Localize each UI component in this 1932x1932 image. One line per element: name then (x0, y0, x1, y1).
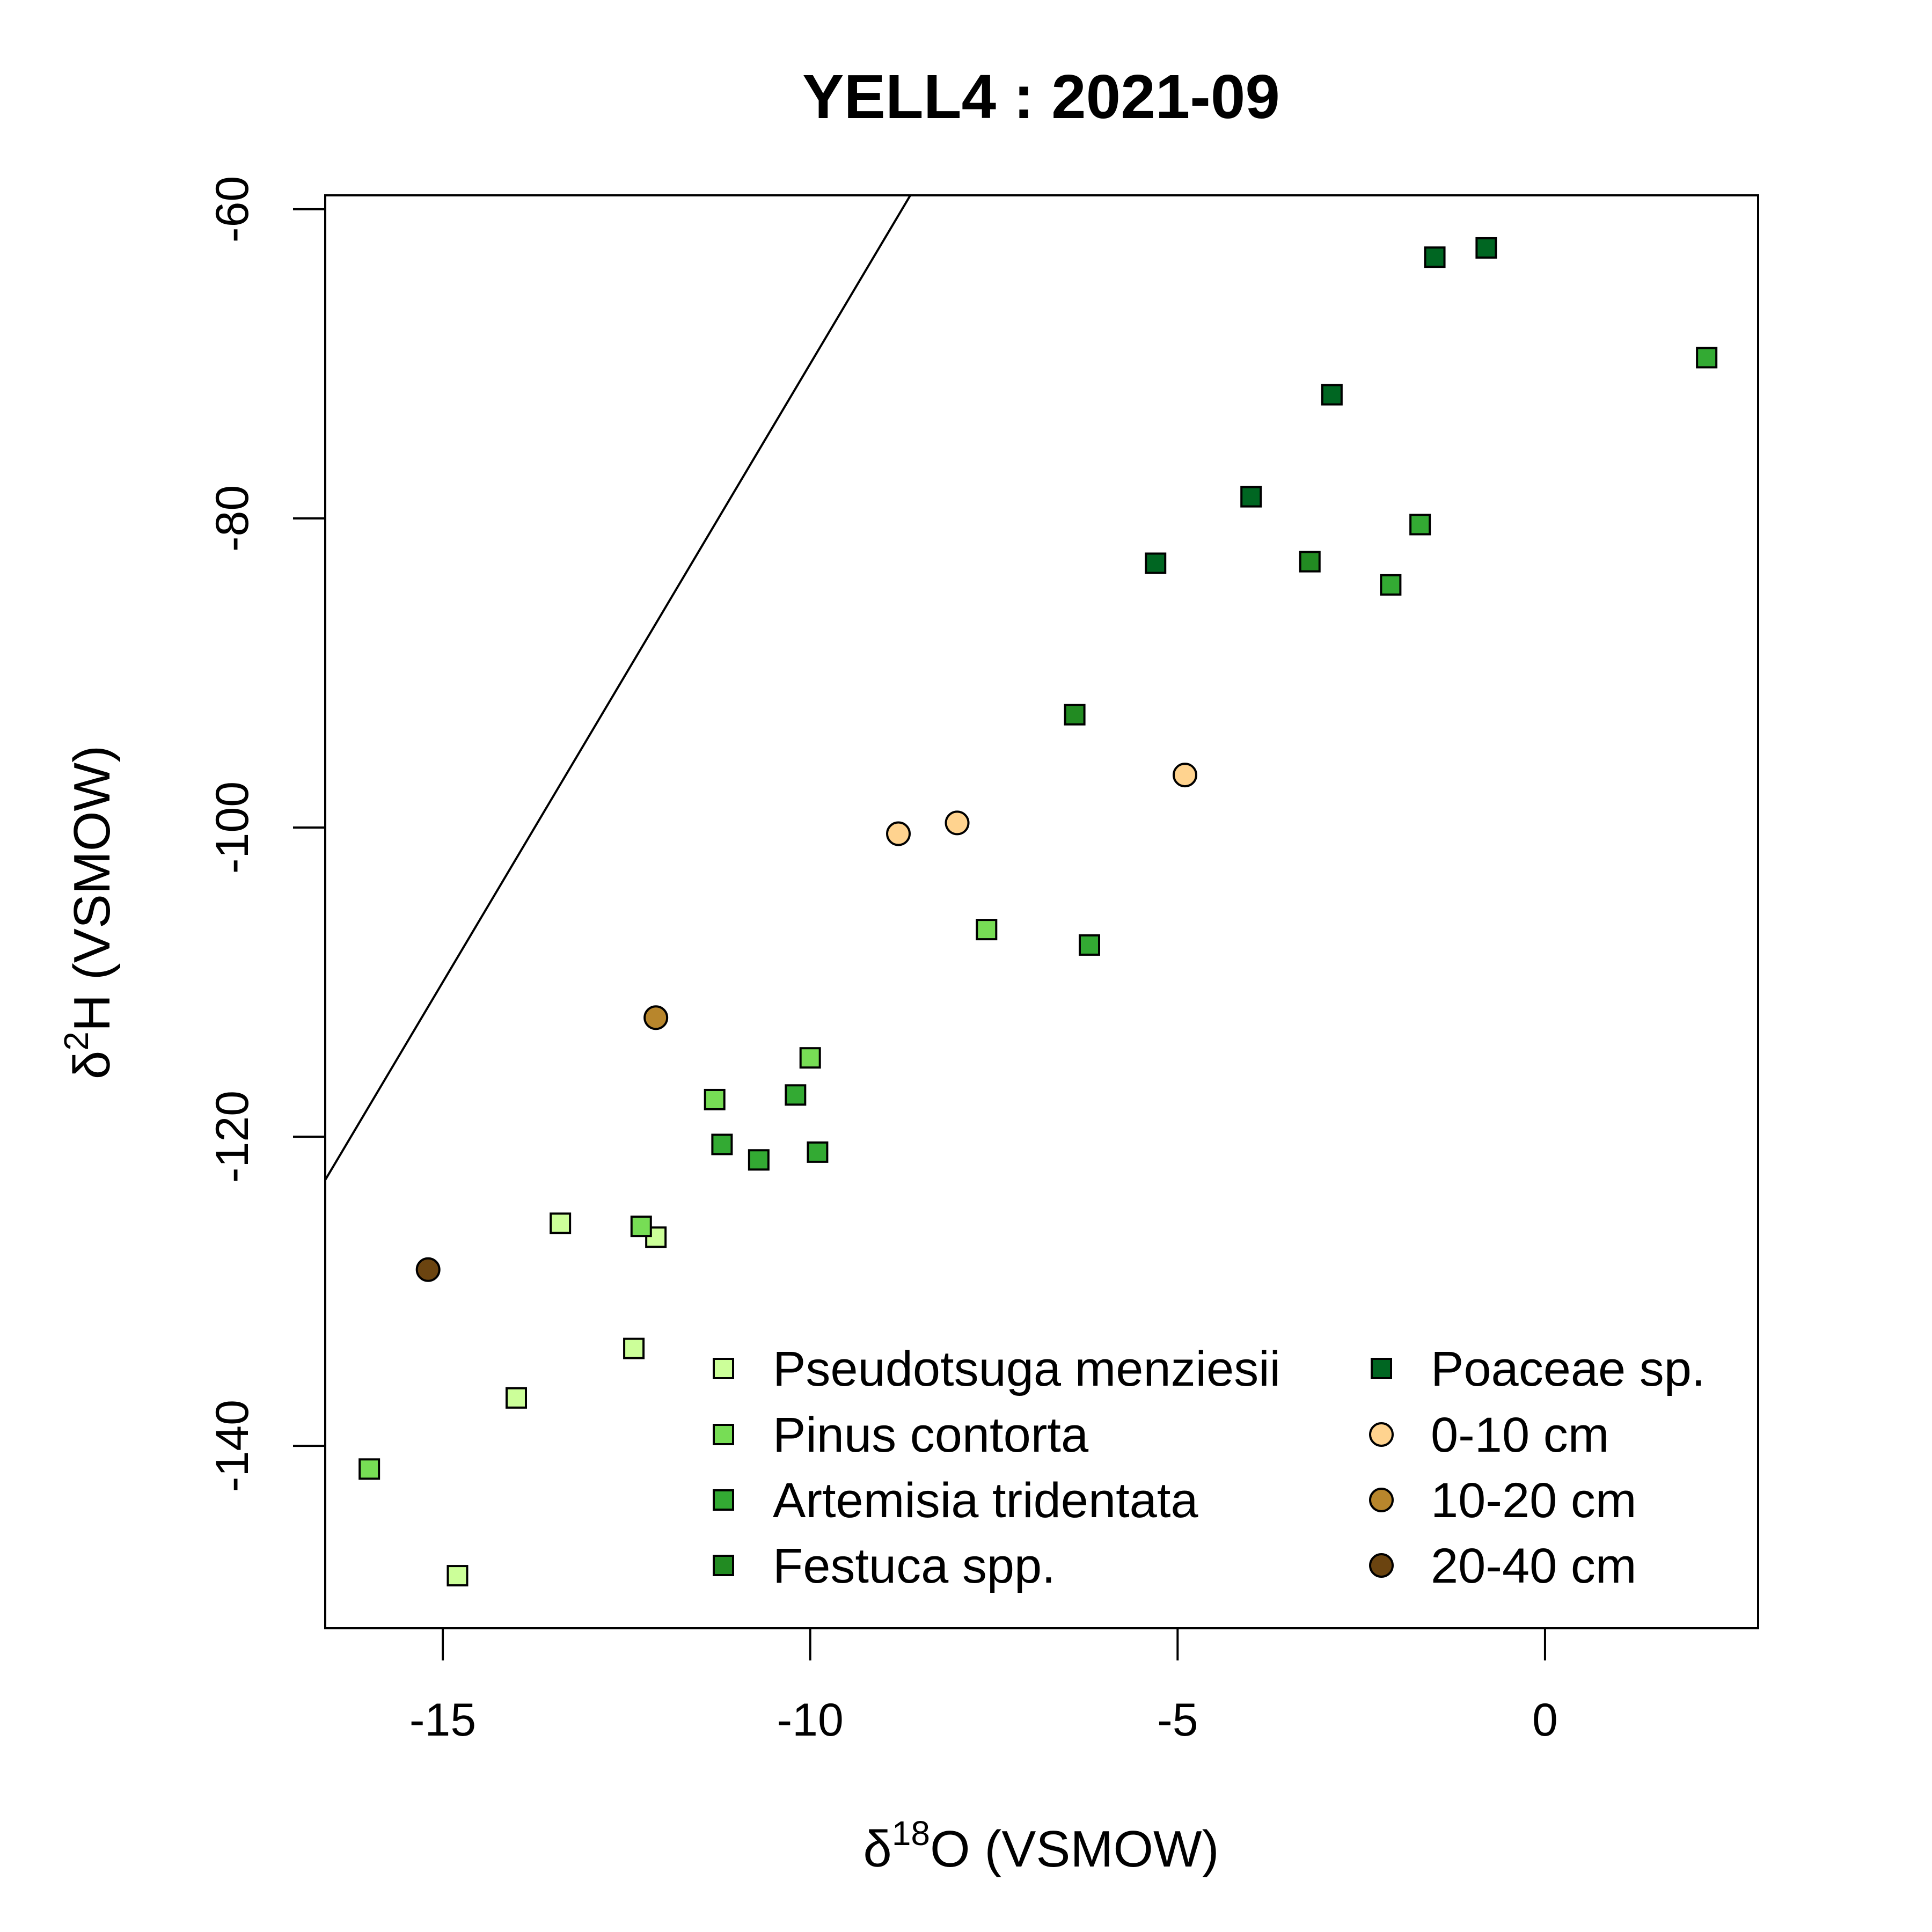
x-axis-title-superscript: 18 (892, 1814, 930, 1853)
legend-entry-pinus-contorta: Pinus contorta (713, 1408, 1089, 1462)
reference-line (325, 195, 912, 1181)
data-point (886, 821, 911, 846)
data-point (799, 1047, 821, 1069)
data-point (748, 1149, 770, 1171)
data-point (1079, 934, 1100, 956)
legend-entry-20-40-cm: 20-40 cm (1369, 1539, 1637, 1593)
legend: Pseudotsuga menziesii Pinus contorta Artem… (713, 1342, 1705, 1593)
data-point (1409, 514, 1431, 536)
data-point (1173, 763, 1197, 788)
legend-entry-festuca-spp: Festuca spp. (713, 1539, 1056, 1593)
data-point (1696, 347, 1718, 369)
y-tick-label: -140 (207, 1400, 258, 1492)
data-point (945, 810, 970, 836)
x-axis-title-symbol: δ (863, 1820, 891, 1878)
data-point (623, 1337, 645, 1359)
data-point (711, 1133, 733, 1155)
y-tick-label: -80 (207, 485, 258, 552)
legend-label: Pinus contorta (773, 1408, 1089, 1462)
data-point (1064, 704, 1086, 726)
x-axis-title: δ18O (VSMOW) (863, 1814, 1219, 1878)
y-tick-label: -100 (207, 781, 258, 874)
y-axis: -60 -80 -100 -120 -140 (207, 176, 326, 1492)
x-tick-label: -5 (1157, 1694, 1198, 1746)
x-tick-label: -10 (777, 1694, 844, 1746)
data-point (630, 1216, 652, 1238)
y-axis-title-symbol: δ (63, 1051, 121, 1079)
y-tick-label: -60 (207, 176, 258, 243)
series-festuca-spp (1064, 551, 1321, 726)
y-axis-title-rest: H (VSMOW) (63, 745, 121, 1031)
x-tick-label: 0 (1532, 1694, 1558, 1746)
legend-label: 0-10 cm (1431, 1408, 1609, 1462)
data-point (807, 1141, 829, 1163)
series-poaceae-sp (1145, 237, 1497, 574)
legend-square-marker (713, 1358, 734, 1379)
legend-label: Festuca spp. (773, 1539, 1056, 1593)
data-point (1321, 384, 1343, 406)
series-pinus-contorta (358, 919, 998, 1480)
legend-entry-10-20-cm: 10-20 cm (1369, 1473, 1637, 1528)
x-tick-label: -15 (409, 1694, 476, 1746)
series-pseudotsuga-menziesii (447, 1212, 667, 1587)
x-axis-title-rest: O (VSMOW) (930, 1820, 1219, 1878)
legend-square-marker (713, 1555, 734, 1576)
legend-entry-poaceae-sp: Poaceae sp. (1371, 1342, 1705, 1396)
legend-label: 20-40 cm (1431, 1539, 1637, 1593)
x-axis: -15 -10 -5 0 (409, 1627, 1558, 1746)
data-point (1240, 486, 1262, 508)
legend-square-marker (713, 1489, 734, 1511)
legend-square-marker (1371, 1358, 1392, 1379)
data-point (506, 1387, 527, 1409)
legend-label: Pseudotsuga menziesii (773, 1342, 1280, 1396)
data-point (704, 1088, 726, 1110)
data-point (550, 1212, 572, 1234)
data-point (643, 1005, 669, 1030)
legend-circle-marker (1369, 1488, 1394, 1512)
legend-label: 10-20 cm (1431, 1473, 1637, 1528)
series-artemisia-tridentata (711, 347, 1718, 1171)
chart-title: YELL4 : 2021-09 (802, 62, 1280, 131)
plot-area (325, 195, 1718, 1587)
y-tick-label: -120 (207, 1091, 258, 1183)
data-point (447, 1565, 469, 1587)
data-point (1145, 552, 1167, 574)
legend-circle-marker (1369, 1553, 1394, 1578)
y-axis-title: δ2H (VSMOW) (57, 745, 121, 1079)
data-point (358, 1458, 380, 1480)
data-point (415, 1257, 441, 1282)
series-0-10-cm (886, 763, 1197, 846)
legend-label: Poaceae sp. (1431, 1342, 1705, 1396)
legend-entry-0-10-cm: 0-10 cm (1369, 1408, 1609, 1462)
y-axis-title-superscript: 2 (57, 1031, 96, 1051)
legend-square-marker (713, 1424, 734, 1445)
legend-label: Artemisia tridentata (773, 1473, 1198, 1528)
legend-entry-artemisia-tridentata: Artemisia tridentata (713, 1473, 1198, 1528)
data-point (785, 1084, 807, 1106)
legend-circle-marker (1369, 1422, 1394, 1447)
legend-entry-pseudotsuga-menziesii: Pseudotsuga menziesii (713, 1342, 1280, 1396)
data-point (976, 919, 998, 941)
series-10-20-cm (643, 1005, 669, 1030)
data-point (1475, 237, 1497, 259)
data-point (1299, 551, 1321, 573)
data-point (1380, 574, 1402, 596)
data-point (1424, 246, 1446, 268)
series-20-40-cm (415, 1257, 441, 1282)
